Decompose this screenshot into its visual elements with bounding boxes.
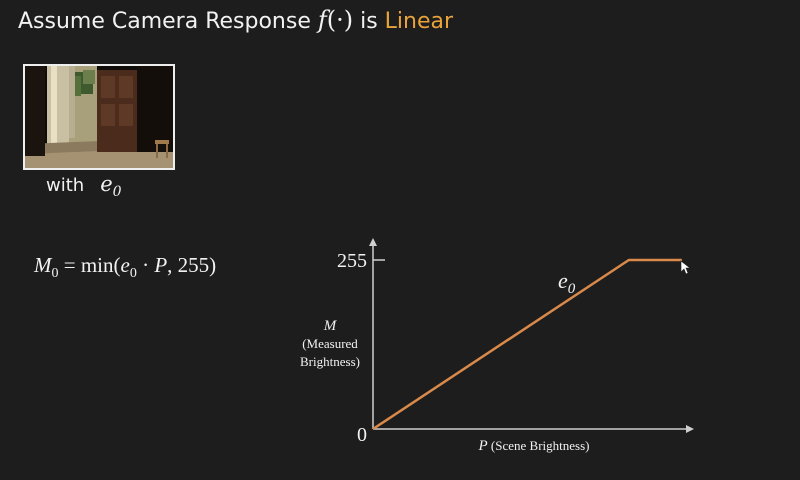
response-formula: M0 = min(e0 · P, 255)	[34, 253, 216, 282]
title-prefix: Assume Camera Response	[18, 9, 318, 34]
formula-eq: = min(	[58, 253, 121, 277]
y-tick-label-255: 255	[337, 250, 367, 272]
formula-M-sub: 0	[51, 266, 59, 282]
y-axis-label-line1: (Measured	[302, 336, 358, 351]
x-axis-text: (Scene Brightness)	[488, 438, 590, 453]
mouse-cursor-icon	[680, 260, 691, 275]
exposure-photo	[23, 64, 175, 170]
slide-title: Assume Camera Response f(·) is Linear	[18, 6, 453, 34]
x-axis-symbol: P	[478, 438, 488, 454]
caption-e-sub: 0	[112, 184, 122, 201]
formula-M: M	[34, 253, 52, 277]
formula-e-sub: 0	[129, 266, 137, 282]
function-args: (·)	[326, 6, 354, 34]
y-axis-symbol: M	[323, 318, 338, 334]
formula-rest: , 255)	[167, 253, 217, 277]
caption-with: with	[46, 175, 85, 196]
photo-caption: with e0	[46, 172, 122, 200]
series-label-e: e	[558, 268, 568, 293]
caption-e: e	[100, 172, 113, 196]
y-axis-label-line2: Brightness)	[300, 354, 360, 369]
title-accent-word: Linear	[384, 9, 454, 34]
y-tick-label-0: 0	[357, 424, 367, 446]
camera-response-function: f(·)	[318, 6, 353, 34]
function-symbol: f	[317, 6, 327, 34]
x-axis-label: P (Scene Brightness)	[478, 438, 590, 454]
title-mid: is	[353, 9, 385, 34]
series-label: e0	[558, 268, 576, 297]
formula-P: P	[154, 253, 168, 277]
series-line-e0	[372, 258, 682, 431]
caption-exposure: e0	[100, 172, 121, 200]
formula-e: e	[120, 253, 130, 277]
formula-dot: ·	[136, 253, 155, 277]
series-label-sub: 0	[568, 281, 576, 297]
doorway-image	[25, 66, 173, 168]
